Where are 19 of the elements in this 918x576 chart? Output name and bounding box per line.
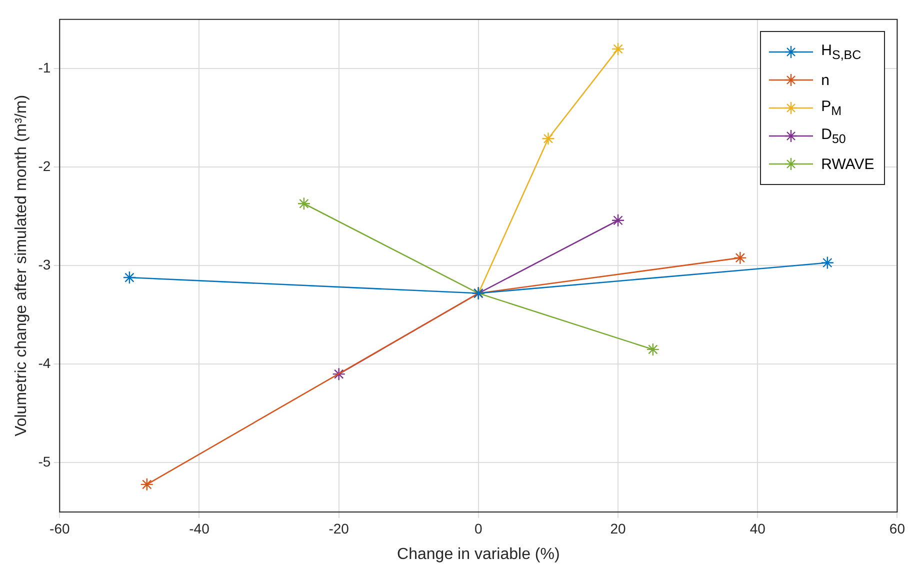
x-tick-label: 0	[474, 520, 483, 536]
y-tick-label: -4	[38, 355, 51, 372]
x-tick-label: 20	[610, 520, 626, 536]
x-tick-label: 60	[889, 520, 906, 536]
x-tick-label: -40	[189, 520, 210, 536]
x-tick-label: 40	[750, 520, 766, 536]
y-tick-label: -2	[38, 158, 51, 174]
x-tick-label: -20	[328, 520, 350, 536]
x-tick-label: -60	[50, 520, 70, 536]
legend-label: n	[821, 72, 830, 89]
legend-label: RWAVE	[821, 156, 874, 173]
x-axis-title: Change in variable (%)	[397, 546, 560, 563]
y-axis-title: Volumetric change after simulated month (m³/m)	[13, 94, 30, 436]
y-tick-label: -1	[38, 60, 51, 76]
legend-label: P$_{M}$	[821, 98, 842, 118]
legend-label: H$_{S,BC}$	[821, 42, 862, 62]
y-tick-label: -5	[38, 454, 51, 470]
y-tick-label: -3	[38, 256, 51, 273]
legend-label: D$_{50}$	[821, 126, 846, 146]
